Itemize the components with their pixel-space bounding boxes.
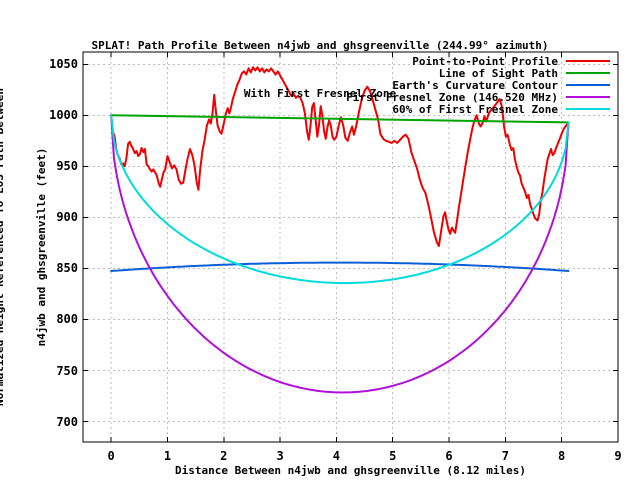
chart-title: SPLAT! Path Profile Between n4jwb and gh… [0,6,640,134]
legend-item-fresnel-zone: First Fresnel Zone (146.520 MHz) [346,90,610,104]
y-tick-label: 750 [56,363,78,378]
y-tick-label: 800 [56,312,78,327]
y-tick-label: 950 [56,159,78,174]
legend-swatch-cyan-line [566,108,610,110]
y-tick-label: 850 [56,261,78,276]
series-line-fresnel [110,114,570,285]
legend-item-los: Line of Sight Path [346,66,610,80]
chart-title-line1: SPLAT! Path Profile Between n4jwb and gh… [91,39,549,52]
x-tick-label: 7 [501,449,509,463]
y-tick-label: 1000 [49,108,78,123]
x-axis-label: Distance Between n4jwb and ghsgreenville… [175,464,526,477]
legend-swatch-blue-line [566,84,610,86]
series-line-los [110,114,570,124]
y-axis-label-line1: Normalized Height Referenced To LOS Path… [0,88,6,406]
legend-label: 60% of First Fresnel Zone [392,102,558,116]
x-tick-label: 9 [614,449,622,463]
x-tick-label: 0 [107,449,115,463]
legend-swatch-purple-line [566,96,610,98]
y-tick-label: 900 [56,210,78,225]
x-tick-label: 5 [389,449,397,463]
x-tick-label: 4 [332,449,341,463]
legend-label: Point-to-Point Profile [412,54,558,68]
legend-label: First Fresnel Zone (146.520 MHz) [346,90,558,104]
series-line-fresnel [110,114,570,394]
legend-label: Line of Sight Path [438,66,558,80]
x-tick-label: 2 [220,449,228,463]
x-tick-label: 6 [445,449,453,463]
legend-item-earth-curvature: Earth's Curvature Contour [346,78,610,92]
legend-item-profile: Point-to-Point Profile [346,54,610,68]
x-tick-label: 3 [276,449,284,463]
x-tick-label: 8 [558,449,566,463]
series-line-earth [110,261,570,272]
legend-item-fresnel-60: 60% of First Fresnel Zone [346,102,610,116]
y-tick-label: 1050 [49,57,78,72]
y-axis-label-line2: n4jwb and ghsgreenville (feet) [35,147,48,347]
plot-border [82,51,619,443]
legend-swatch-red-line [566,60,610,62]
legend-swatch-green-line [566,72,610,74]
series-line-profile [110,66,570,247]
legend-label: Earth's Curvature Contour [392,78,558,92]
chart-title-line2: With First Fresnel Zone [243,87,397,100]
x-tick-label: 1 [163,449,172,463]
legend: Point-to-Point Profile Line of Sight Pat… [346,54,610,116]
y-tick-label: 700 [56,414,78,429]
